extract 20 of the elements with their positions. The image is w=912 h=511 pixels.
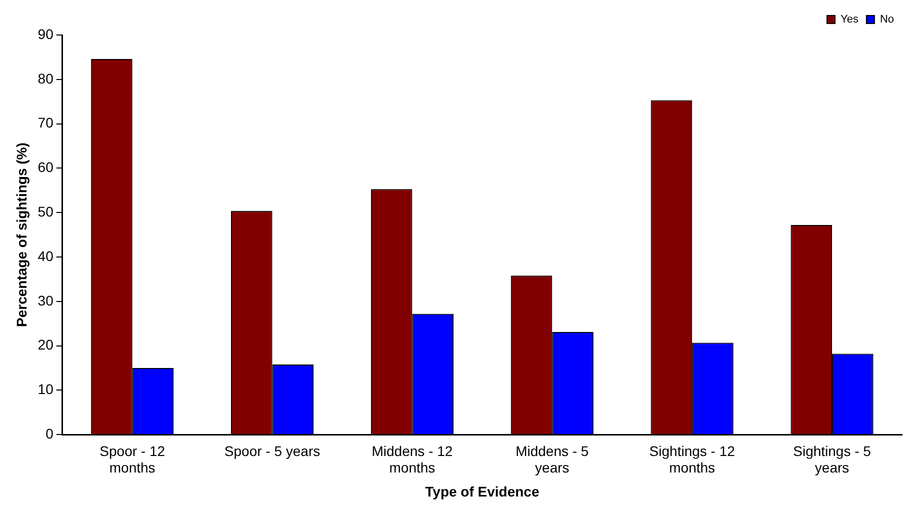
legend-label: No [880, 14, 894, 26]
x-tick-label: Spoor - 5 years [224, 442, 320, 459]
y-tick-label: 80 [38, 70, 54, 86]
y-tick-label: 30 [38, 292, 54, 308]
x-tick-label: Middens - 5 years [516, 442, 589, 476]
x-tick-label: Middens - 12 months [372, 442, 453, 476]
y-tick-label: 60 [38, 159, 54, 176]
y-tick-label: 70 [38, 114, 54, 131]
y-tick-label: 20 [38, 336, 54, 353]
y-tick-label: 50 [38, 203, 54, 220]
y-tick-label: 40 [38, 248, 54, 264]
y-tick-label: 10 [38, 381, 54, 398]
y-tick-label: 0 [46, 425, 54, 442]
x-tick-label: Sightings - 5 years [793, 442, 872, 476]
x-tick-label: Spoor - 12 months [100, 442, 166, 476]
x-axis-title: Type of Evidence [425, 483, 540, 500]
y-axis-title: Percentage of sightings (%) [13, 142, 30, 327]
legend-label: Yes [840, 14, 859, 26]
y-tick-label: 90 [38, 26, 54, 42]
x-tick-label: Sightings - 12 months [649, 442, 736, 476]
